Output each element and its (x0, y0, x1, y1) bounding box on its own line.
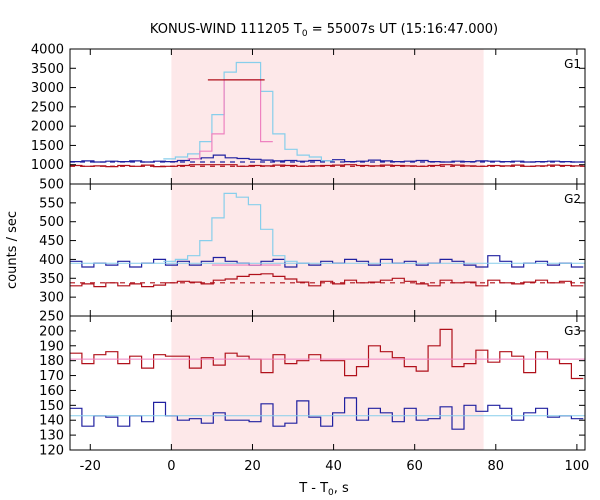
y-tick-label: 350 (39, 272, 64, 287)
panel-label: G2 (564, 192, 581, 206)
y-tick-label: 450 (39, 234, 64, 249)
panel-label: G3 (564, 324, 581, 338)
y-tick-label: 1500 (31, 139, 64, 154)
x-tick-label: 100 (564, 459, 589, 474)
y-tick-label: 160 (39, 384, 64, 399)
y-tick-label: 500 (39, 215, 64, 230)
x-tick-label: 80 (488, 459, 505, 474)
y-tick-label: 150 (39, 399, 64, 414)
x-tick-label: 0 (167, 459, 175, 474)
panel-label: G1 (564, 57, 581, 71)
panel-series-group (70, 192, 585, 288)
chart-title-subscript: 0 (302, 29, 308, 39)
series-step-dark-red (70, 328, 584, 380)
x-axis-label: T - T0, s (298, 481, 349, 498)
x-tick-label: 40 (325, 459, 342, 474)
series-step-light-blue (163, 61, 334, 162)
y-tick-label: 130 (39, 429, 64, 444)
panel-g2: 250 300 350 400 450 500 550 G2 (39, 183, 586, 325)
panel-series-group (70, 328, 585, 430)
series-step-light-blue (163, 192, 310, 264)
highlight-interval-band (171, 49, 484, 450)
chart-title-main: KONUS-WIND 111205 T (150, 22, 302, 37)
y-tick-label: 200 (39, 324, 64, 339)
x-tick-label: -20 (80, 459, 101, 474)
series-step-pink (187, 79, 273, 160)
y-tick-label: 1000 (31, 158, 64, 173)
y-tick-label: 120 (39, 444, 64, 459)
x-axis-label-subscript: 0 (328, 488, 334, 498)
series-step-dark-blue (70, 255, 584, 268)
chart-title: KONUS-WIND 111205 T0 = 55007s UT (15:16:… (150, 22, 498, 39)
x-axis-label-tail: , s (334, 481, 349, 496)
y-tick-label: 2000 (31, 120, 64, 135)
panel-frame (69, 315, 586, 451)
y-tick-label: 550 (39, 196, 64, 211)
series-step-dark-blue (70, 397, 584, 430)
y-tick-label: 3500 (31, 62, 64, 77)
x-tick-label: 20 (244, 459, 261, 474)
series-step-dark-red (70, 273, 584, 288)
y-tick-label: 140 (39, 414, 64, 429)
y-tick-label: 170 (39, 369, 64, 384)
y-tick-label: 190 (39, 339, 64, 354)
y-tick-label: 4000 (31, 43, 64, 58)
y-tick-label: 3000 (31, 81, 64, 96)
y-tick-label: 2500 (31, 100, 64, 115)
y-tick-label: 300 (39, 291, 64, 306)
chart-title-tail: = 55007s UT (15:16:47.000) (308, 22, 498, 37)
y-tick-label: 180 (39, 354, 64, 369)
y-tick-label: 500 (39, 178, 64, 193)
panel-series-group (70, 61, 585, 168)
y-tick-label: 400 (39, 253, 64, 268)
panel-g1: 500 1000 1500 2000 2500 3000 3500 4000 G1 (31, 43, 586, 193)
y-axis-label: counts / sec (5, 211, 20, 289)
x-axis-label-main: T - T (298, 481, 328, 496)
plot-area: 5001000150020002500300035004000G12503003… (31, 43, 589, 475)
x-tick-label: 60 (406, 459, 423, 474)
y-tick-label: 250 (39, 310, 64, 325)
